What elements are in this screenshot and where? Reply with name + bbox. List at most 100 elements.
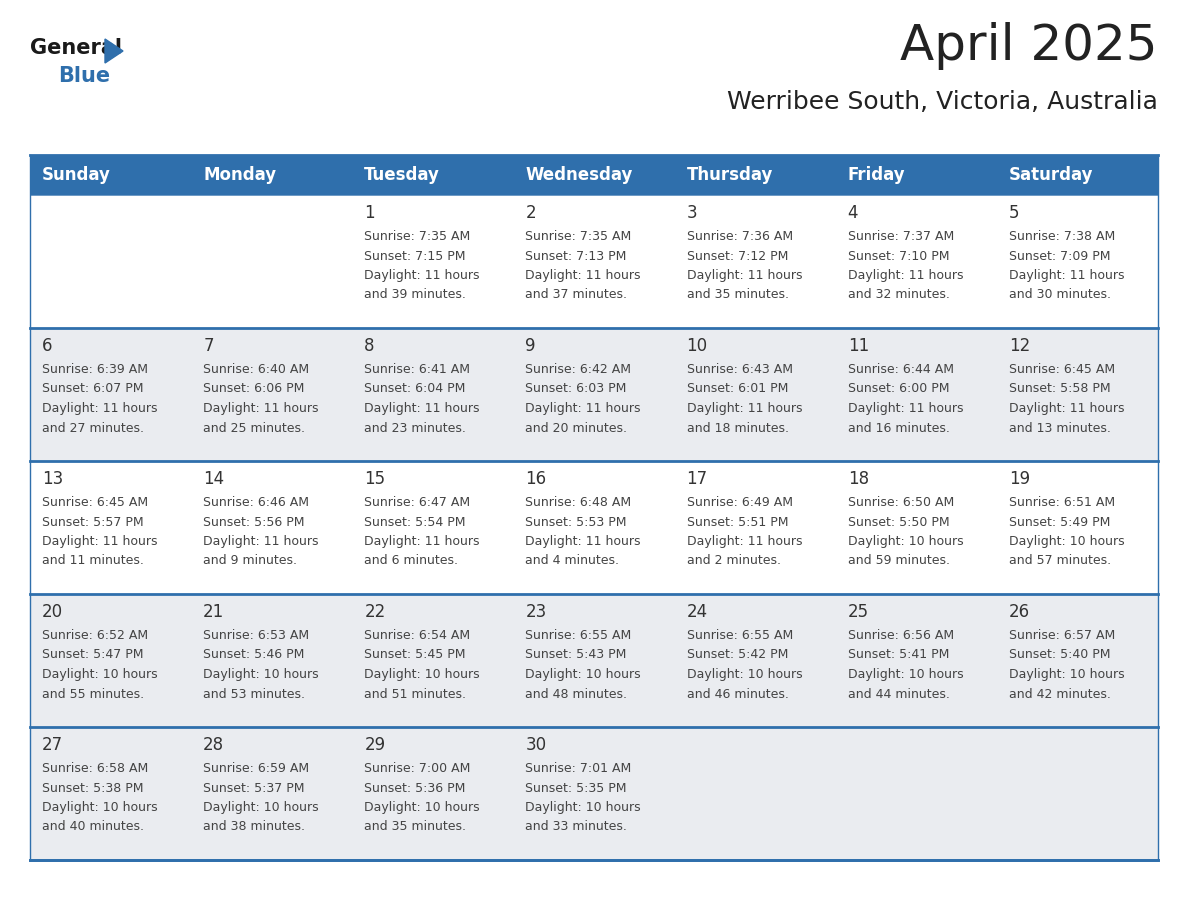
Text: Sunset: 5:46 PM: Sunset: 5:46 PM [203,648,304,662]
Text: Sunrise: 6:45 AM: Sunrise: 6:45 AM [42,496,148,509]
Text: Sunrise: 6:43 AM: Sunrise: 6:43 AM [687,363,792,376]
Text: Sunset: 5:45 PM: Sunset: 5:45 PM [365,648,466,662]
Text: Sunset: 5:47 PM: Sunset: 5:47 PM [42,648,144,662]
Text: 13: 13 [42,470,63,488]
Text: Werribee South, Victoria, Australia: Werribee South, Victoria, Australia [727,90,1158,114]
Text: Sunset: 5:41 PM: Sunset: 5:41 PM [848,648,949,662]
Text: Daylight: 10 hours: Daylight: 10 hours [365,801,480,814]
Text: Saturday: Saturday [1009,166,1093,184]
Text: April 2025: April 2025 [901,22,1158,70]
Text: Sunset: 5:37 PM: Sunset: 5:37 PM [203,781,304,794]
Text: 25: 25 [848,603,868,621]
Bar [30,195,1158,328]
Text: and 37 minutes.: and 37 minutes. [525,288,627,301]
Text: 15: 15 [365,470,385,488]
Text: and 48 minutes.: and 48 minutes. [525,688,627,700]
Text: Sunset: 6:01 PM: Sunset: 6:01 PM [687,383,788,396]
Text: Sunset: 5:38 PM: Sunset: 5:38 PM [42,781,144,794]
Text: Sunset: 5:50 PM: Sunset: 5:50 PM [848,516,949,529]
Text: Thursday: Thursday [687,166,773,184]
Text: Daylight: 10 hours: Daylight: 10 hours [203,668,318,681]
Text: 1: 1 [365,204,375,222]
Text: Sunset: 7:12 PM: Sunset: 7:12 PM [687,250,788,263]
Text: Sunset: 5:49 PM: Sunset: 5:49 PM [1009,516,1111,529]
Bar [30,155,191,195]
Text: and 35 minutes.: and 35 minutes. [365,821,466,834]
Text: Daylight: 11 hours: Daylight: 11 hours [687,269,802,282]
Text: Daylight: 10 hours: Daylight: 10 hours [525,668,642,681]
Text: Sunrise: 6:41 AM: Sunrise: 6:41 AM [365,363,470,376]
Text: Sunrise: 7:37 AM: Sunrise: 7:37 AM [848,230,954,243]
Text: Sunrise: 6:39 AM: Sunrise: 6:39 AM [42,363,148,376]
Text: Sunrise: 6:42 AM: Sunrise: 6:42 AM [525,363,632,376]
Text: 18: 18 [848,470,868,488]
Text: Sunset: 7:09 PM: Sunset: 7:09 PM [1009,250,1111,263]
Text: and 32 minutes.: and 32 minutes. [848,288,949,301]
Text: Daylight: 11 hours: Daylight: 11 hours [687,535,802,548]
Text: and 11 minutes.: and 11 minutes. [42,554,144,567]
Text: Sunrise: 6:47 AM: Sunrise: 6:47 AM [365,496,470,509]
Text: Sunrise: 6:49 AM: Sunrise: 6:49 AM [687,496,792,509]
Text: and 23 minutes.: and 23 minutes. [365,421,466,434]
Text: Sunrise: 6:50 AM: Sunrise: 6:50 AM [848,496,954,509]
Text: Daylight: 10 hours: Daylight: 10 hours [525,801,642,814]
Text: Sunrise: 7:35 AM: Sunrise: 7:35 AM [525,230,632,243]
Text: Daylight: 10 hours: Daylight: 10 hours [42,668,158,681]
Text: 30: 30 [525,736,546,754]
Text: and 13 minutes.: and 13 minutes. [1009,421,1111,434]
Text: and 30 minutes.: and 30 minutes. [1009,288,1111,301]
Text: 12: 12 [1009,337,1030,355]
Text: 19: 19 [1009,470,1030,488]
Text: Sunrise: 6:59 AM: Sunrise: 6:59 AM [203,762,309,775]
Text: Daylight: 11 hours: Daylight: 11 hours [687,402,802,415]
Text: and 20 minutes.: and 20 minutes. [525,421,627,434]
Text: 10: 10 [687,337,708,355]
Text: Sunrise: 7:36 AM: Sunrise: 7:36 AM [687,230,792,243]
Text: Friday: Friday [848,166,905,184]
Text: 6: 6 [42,337,52,355]
Text: Blue: Blue [58,66,110,86]
Text: Sunrise: 6:58 AM: Sunrise: 6:58 AM [42,762,148,775]
Text: Sunset: 6:03 PM: Sunset: 6:03 PM [525,383,627,396]
Text: Daylight: 11 hours: Daylight: 11 hours [365,269,480,282]
Text: and 9 minutes.: and 9 minutes. [203,554,297,567]
Text: Sunrise: 6:54 AM: Sunrise: 6:54 AM [365,629,470,642]
Text: Daylight: 10 hours: Daylight: 10 hours [1009,668,1125,681]
Text: Daylight: 10 hours: Daylight: 10 hours [848,535,963,548]
Text: and 57 minutes.: and 57 minutes. [1009,554,1111,567]
Text: 17: 17 [687,470,708,488]
Text: and 33 minutes.: and 33 minutes. [525,821,627,834]
Text: and 25 minutes.: and 25 minutes. [203,421,305,434]
Text: Daylight: 11 hours: Daylight: 11 hours [42,535,158,548]
Text: General: General [30,38,122,58]
Text: Daylight: 11 hours: Daylight: 11 hours [42,402,158,415]
Text: and 38 minutes.: and 38 minutes. [203,821,305,834]
Text: Monday: Monday [203,166,277,184]
Text: Sunrise: 7:38 AM: Sunrise: 7:38 AM [1009,230,1116,243]
Text: Daylight: 10 hours: Daylight: 10 hours [687,668,802,681]
Text: Sunset: 7:15 PM: Sunset: 7:15 PM [365,250,466,263]
Text: Sunset: 5:53 PM: Sunset: 5:53 PM [525,516,627,529]
Bar [513,155,675,195]
Text: Sunrise: 7:35 AM: Sunrise: 7:35 AM [365,230,470,243]
Text: Sunrise: 6:53 AM: Sunrise: 6:53 AM [203,629,309,642]
Text: and 35 minutes.: and 35 minutes. [687,288,789,301]
Bar [353,155,513,195]
Text: Sunrise: 6:48 AM: Sunrise: 6:48 AM [525,496,632,509]
Text: and 59 minutes.: and 59 minutes. [848,554,949,567]
Text: Daylight: 10 hours: Daylight: 10 hours [203,801,318,814]
Text: 29: 29 [365,736,385,754]
Text: and 44 minutes.: and 44 minutes. [848,688,949,700]
Text: and 4 minutes.: and 4 minutes. [525,554,619,567]
Text: Sunrise: 6:45 AM: Sunrise: 6:45 AM [1009,363,1116,376]
Text: and 2 minutes.: and 2 minutes. [687,554,781,567]
Text: Daylight: 10 hours: Daylight: 10 hours [365,668,480,681]
Text: 14: 14 [203,470,225,488]
Text: Sunrise: 6:44 AM: Sunrise: 6:44 AM [848,363,954,376]
Text: and 51 minutes.: and 51 minutes. [365,688,466,700]
Text: 16: 16 [525,470,546,488]
Text: Daylight: 11 hours: Daylight: 11 hours [1009,269,1124,282]
Text: Sunrise: 6:46 AM: Sunrise: 6:46 AM [203,496,309,509]
Text: 24: 24 [687,603,708,621]
Text: Sunset: 5:40 PM: Sunset: 5:40 PM [1009,648,1111,662]
